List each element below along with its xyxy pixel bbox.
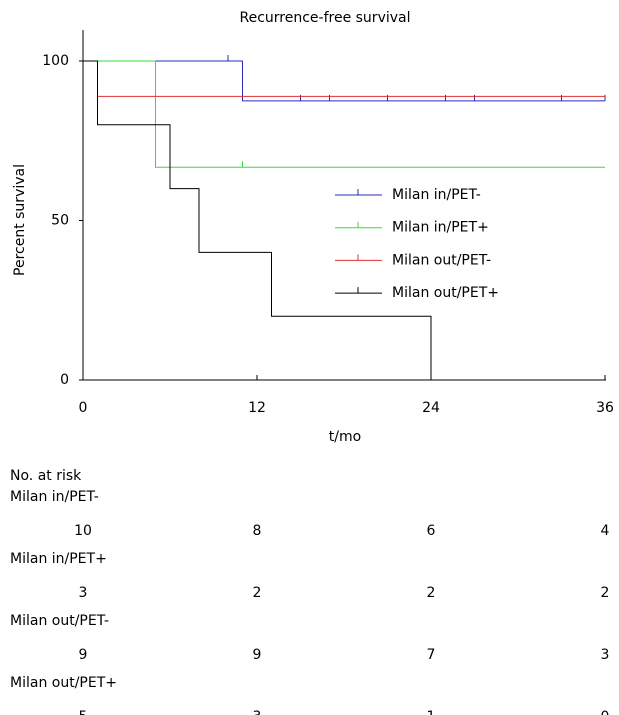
risk-count: 8 (253, 523, 262, 539)
x-tick-label: 36 (596, 400, 614, 416)
risk-count: 0 (601, 709, 610, 715)
risk-count: 1 (427, 709, 436, 715)
risk-count: 9 (253, 647, 262, 663)
risk-count: 4 (601, 523, 610, 539)
risk-count: 7 (427, 647, 436, 663)
legend-label: Milan out/PET+ (392, 285, 499, 301)
risk-count: 2 (427, 585, 436, 601)
risk-count: 9 (79, 647, 88, 663)
x-tick-label: 0 (79, 400, 88, 416)
risk-count: 3 (79, 585, 88, 601)
y-tick-label: 50 (51, 213, 69, 229)
survival-line (83, 60, 432, 380)
legend-label: Milan in/PET- (392, 187, 481, 203)
y-tick-label: 0 (60, 372, 69, 388)
risk-count: 2 (601, 585, 610, 601)
x-tick-label: 12 (248, 400, 266, 416)
x-tick-label: 24 (422, 400, 440, 416)
survival-line (83, 60, 605, 168)
x-axis-label: t/mo (329, 429, 361, 445)
legend-label: Milan in/PET+ (392, 220, 489, 236)
survival-line (83, 60, 605, 97)
risk-count: 3 (253, 709, 262, 715)
risk-row-label: Milan in/PET+ (10, 551, 107, 567)
risk-count: 3 (601, 647, 610, 663)
chart-title: Recurrence-free survival (240, 10, 411, 26)
risk-count: 5 (79, 709, 88, 715)
risk-count: 6 (427, 523, 436, 539)
legend-label: Milan out/PET- (392, 252, 491, 268)
risk-table-title: No. at risk (10, 468, 82, 484)
risk-count: 2 (253, 585, 262, 601)
y-tick-label: 100 (42, 53, 69, 69)
risk-count: 10 (74, 523, 92, 539)
risk-row-label: Milan out/PET+ (10, 675, 117, 691)
risk-row-label: Milan out/PET- (10, 613, 109, 629)
y-axis-label: Percent survival (12, 164, 28, 276)
risk-row-label: Milan in/PET- (10, 489, 99, 505)
survival-line (83, 60, 605, 102)
